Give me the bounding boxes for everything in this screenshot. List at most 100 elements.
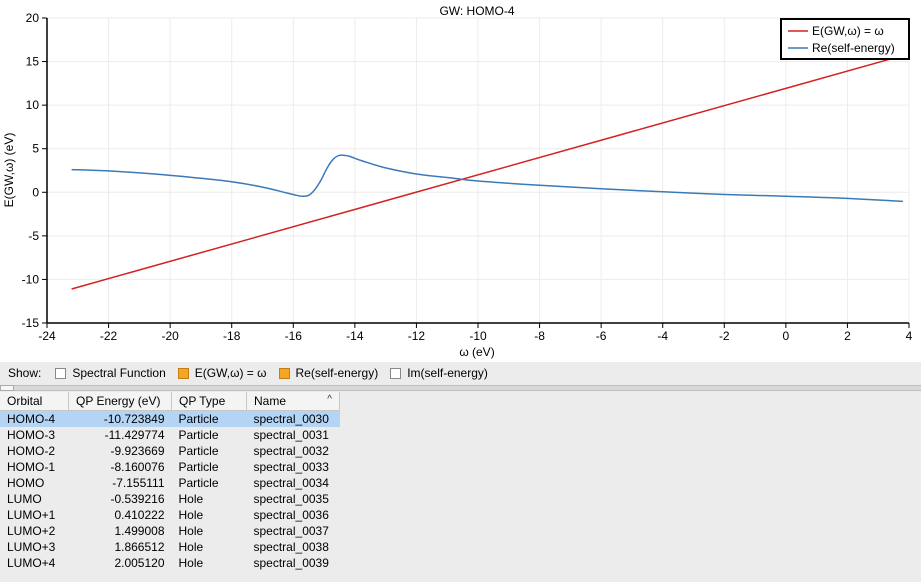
cell-qp-type: Particle	[178, 428, 219, 442]
x-tick-label: 4	[906, 329, 913, 343]
column-header-qp-type[interactable]: QP Type	[171, 392, 247, 411]
cell-orbital: LUMO+3	[7, 540, 56, 554]
cell-name: spectral_0039	[253, 556, 329, 570]
table-row[interactable]: HOMO -7.155111 Particle spectral_0034	[0, 475, 340, 491]
cell-orbital: HOMO-2	[7, 444, 55, 458]
legend-label-egw: E(GW,ω) = ω	[812, 24, 884, 38]
option-im-self-energy[interactable]: Im(self-energy)	[390, 366, 488, 380]
x-tick-label: 0	[783, 329, 790, 343]
cell-name: spectral_0037	[253, 524, 329, 538]
cell-name: spectral_0038	[253, 540, 329, 554]
cell-orbital: HOMO-3	[7, 428, 55, 442]
cell-qp-energy: -8.160076	[110, 460, 165, 474]
x-tick-label: -6	[596, 329, 607, 343]
sort-ascending-icon: ^	[327, 394, 332, 405]
cell-name: spectral_0036	[253, 508, 329, 522]
option-label: Im(self-energy)	[407, 366, 488, 380]
y-tick-label: -5	[28, 229, 39, 243]
table-row[interactable]: HOMO-1 -8.160076 Particle spectral_0033	[0, 459, 340, 475]
cell-qp-energy: 1.866512	[114, 540, 165, 554]
cell-name: spectral_0031	[253, 428, 329, 442]
orbital-table: Orbital QP Energy (eV) QP Type Name ^ HO…	[0, 392, 340, 571]
series-line-re-self-energy	[71, 154, 903, 203]
checkbox-re-self-energy[interactable]	[278, 367, 290, 379]
table-row[interactable]: HOMO-2 -9.923669 Particle spectral_0032	[0, 443, 340, 459]
column-header-qp-energy[interactable]: QP Energy (eV)	[68, 392, 172, 411]
cell-qp-type: Hole	[178, 492, 204, 506]
cell-orbital: HOMO-4	[0, 410, 69, 427]
cell-qp-energy: 2.005120	[114, 556, 165, 570]
y-axis-label: E(GW,ω) (eV)	[2, 133, 16, 208]
x-tick-label: -4	[657, 329, 668, 343]
cell-qp-energy: -10.723849	[68, 410, 172, 427]
table-row[interactable]: LUMO+3 1.866512 Hole spectral_0038	[0, 539, 340, 555]
chart-title: GW: HOMO-4	[439, 4, 514, 18]
column-header-orbital[interactable]: Orbital	[0, 392, 69, 411]
x-tick-label: -24	[38, 329, 56, 343]
option-label: Spectral Function	[72, 366, 166, 380]
legend-box	[780, 18, 910, 60]
checkbox-im-self-energy[interactable]	[390, 367, 402, 379]
checkbox-spectral-function[interactable]	[55, 367, 67, 379]
cell-name: spectral_0030	[246, 410, 340, 427]
cell-orbital: HOMO-1	[7, 460, 55, 474]
x-tick-label: -18	[223, 329, 241, 343]
option-spectral-function[interactable]: Spectral Function	[55, 366, 166, 380]
x-tick-label: -16	[285, 329, 303, 343]
table-row[interactable]: LUMO+1 0.410222 Hole spectral_0036	[0, 507, 340, 523]
y-tick-label: 15	[26, 55, 40, 69]
table-row[interactable]: LUMO+4 2.005120 Hole spectral_0039	[0, 555, 340, 571]
y-tick-label: 20	[26, 11, 40, 25]
cell-qp-type: Hole	[178, 556, 204, 570]
x-tick-label: -2	[719, 329, 730, 343]
cell-qp-type: Particle	[178, 444, 219, 458]
table-row[interactable]: HOMO-4 -10.723849 Particle spectral_0030	[0, 410, 340, 427]
orbital-table-panel: Orbital QP Energy (eV) QP Type Name ^ HO…	[0, 392, 921, 582]
cell-name: spectral_0035	[253, 492, 329, 506]
splitter-handle[interactable]	[0, 385, 14, 391]
cell-orbital: LUMO+1	[7, 508, 56, 522]
cell-orbital: LUMO	[7, 492, 42, 506]
x-tick-label: -10	[469, 329, 487, 343]
table-row[interactable]: LUMO+2 1.499008 Hole spectral_0037	[0, 523, 340, 539]
legend: E(GW,ω) = ω Re(self-energy)	[780, 18, 910, 60]
cell-qp-type: Particle	[178, 460, 219, 474]
x-axis-label: ω (eV)	[459, 345, 494, 359]
cell-name: spectral_0033	[253, 460, 329, 474]
table-header-row: Orbital QP Energy (eV) QP Type Name ^	[0, 392, 340, 411]
cell-qp-energy: -0.539216	[110, 492, 165, 506]
x-tick-label: -8	[534, 329, 545, 343]
option-label: E(GW,ω) = ω	[194, 366, 267, 380]
panel-splitter[interactable]	[0, 385, 921, 391]
x-tick-label: -12	[408, 329, 426, 343]
y-tick-label: -10	[22, 272, 40, 286]
option-re-self-energy[interactable]: Re(self-energy)	[278, 366, 379, 380]
cell-qp-type: Particle	[178, 476, 219, 490]
x-tick-label: -14	[346, 329, 364, 343]
checkbox-egw[interactable]	[177, 367, 189, 379]
show-bar: Show: Spectral Function E(GW,ω) = ω Re(s…	[0, 362, 921, 384]
cell-qp-energy: 0.410222	[114, 508, 165, 522]
column-header-name[interactable]: Name ^	[246, 392, 340, 411]
cell-qp-energy: -11.429774	[104, 428, 165, 442]
cell-name: spectral_0032	[253, 444, 329, 458]
show-label: Show:	[8, 366, 42, 380]
cell-qp-energy: 1.499008	[114, 524, 165, 538]
y-tick-label: 10	[26, 98, 40, 112]
y-tick-label: 5	[32, 142, 39, 156]
table-row[interactable]: HOMO-3 -11.429774 Particle spectral_0031	[0, 427, 340, 443]
cell-qp-type: Hole	[178, 540, 204, 554]
cell-qp-energy: -7.155111	[112, 476, 165, 490]
y-tick-label: -15	[22, 316, 40, 330]
cell-qp-energy: -9.923669	[110, 444, 165, 458]
series-line-egw	[71, 54, 904, 290]
option-egw[interactable]: E(GW,ω) = ω	[177, 366, 267, 380]
legend-label-re-self-energy: Re(self-energy)	[812, 41, 895, 55]
plot-area[interactable]: -24 -22 -20 -18 -16 -14 -12 -10 -8 -6 -4 -2 0 2 4 -15 -1…	[0, 0, 921, 362]
table-row[interactable]: LUMO -0.539216 Hole spectral_0035	[0, 491, 340, 507]
cell-name: spectral_0034	[253, 476, 329, 490]
cell-qp-type: Hole	[178, 524, 204, 538]
column-header-name-label: Name	[254, 394, 287, 408]
option-label: Re(self-energy)	[295, 366, 379, 380]
x-tick-label: -20	[161, 329, 179, 343]
